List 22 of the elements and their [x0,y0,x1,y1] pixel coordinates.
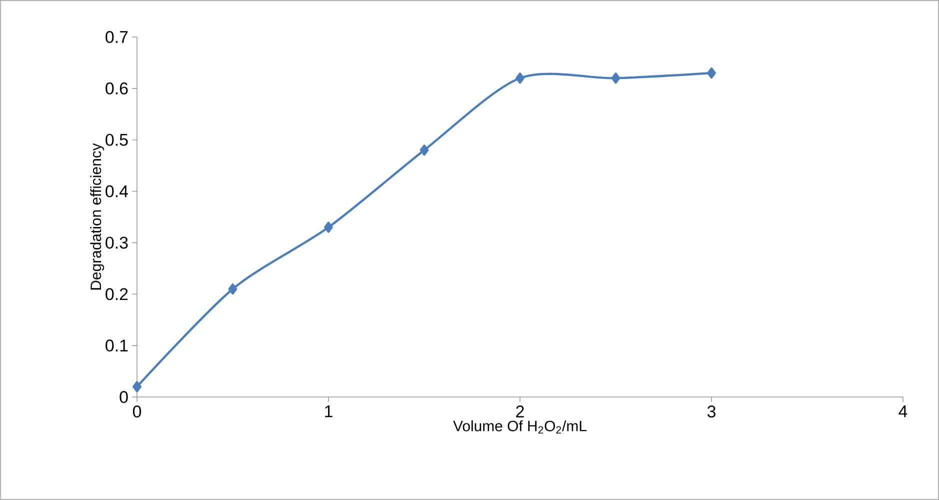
y-tick-label: 0.1 [106,340,128,352]
x-tick-label: 3 [707,406,716,418]
y-tick-label: 0.7 [106,30,128,43]
y-tick-label: 0.3 [106,236,128,249]
point [228,283,238,295]
point [324,222,333,233]
y-tick-label: 0.2 [106,288,128,300]
x-axis-title: Volume Of H$_{2}$O$_{2}$/mL [453,420,586,434]
y-axis-title: Degradation efficiency [90,143,104,290]
y-tick-label: 0.5 [106,134,128,146]
x-tick-label: 4 [898,406,908,418]
x-tick-label: 0 [132,406,142,418]
y-tick-label: 0.6 [106,82,128,94]
x-tick-label: 2 [516,406,524,418]
y-tick-label: 0.4 [106,185,128,198]
point [707,67,716,79]
point [611,72,620,84]
point [420,144,429,156]
y-tick-label: 0 [120,390,128,403]
point [132,381,142,392]
x-tick-label: 1 [325,406,332,418]
point [516,72,524,84]
